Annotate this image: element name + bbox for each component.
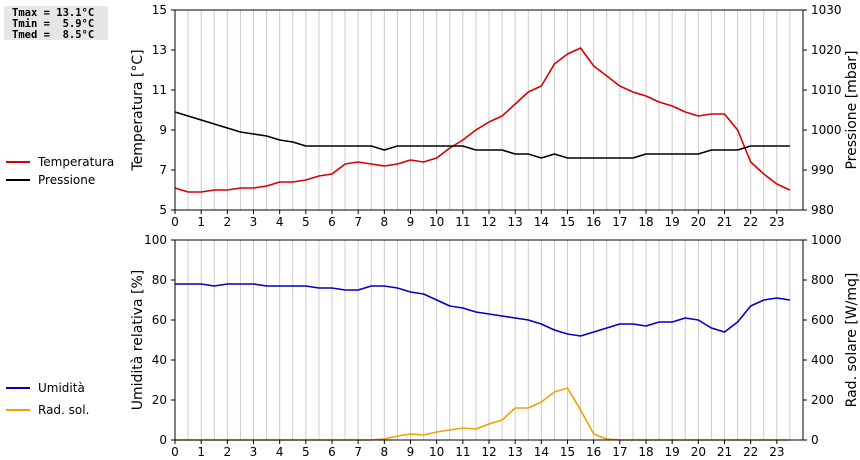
legend-label-umidita: Umidità <box>38 381 85 395</box>
x-tick-label: 13 <box>508 215 523 229</box>
right-y-tick-label: 600 <box>811 313 834 327</box>
right-y-tick-label: 980 <box>811 203 834 217</box>
left-y-tick-label: 9 <box>159 123 167 137</box>
x-tick-label: 16 <box>586 445 601 459</box>
temperature-pressure-chart: 0 1 2 3 4 5 6 7 8 9 10 11 12 13 14 15 16 17 18 19 20 21 22 2357… <box>6 3 860 229</box>
x-tick-label: 19 <box>665 215 680 229</box>
right-y-tick-label: 1020 <box>811 43 842 57</box>
x-tick-label: 20 <box>691 445 706 459</box>
stats-box: Tmax = 13.1°C Tmin = 5.9°C Tmed = 8.5°C <box>4 6 108 41</box>
x-tick-label: 2 <box>224 445 232 459</box>
x-tick-label: 1 <box>197 215 205 229</box>
left-y-tick-label: 100 <box>144 233 167 247</box>
x-tick-label: 6 <box>328 445 336 459</box>
x-tick-label: 9 <box>407 215 415 229</box>
right-y-tick-label: 1000 <box>811 233 842 247</box>
left-y-tick-label: 80 <box>152 273 167 287</box>
left-y-tick-label: 7 <box>159 163 167 177</box>
x-tick-label: 2 <box>224 215 232 229</box>
series-line-rad-sol <box>175 387 790 441</box>
left-y-tick-label: 5 <box>159 203 167 217</box>
x-tick-label: 15 <box>560 215 575 229</box>
left-y-tick-label: 40 <box>152 353 167 367</box>
x-tick-label: 18 <box>638 445 653 459</box>
x-tick-label: 7 <box>354 215 362 229</box>
x-tick-label: 18 <box>638 215 653 229</box>
x-tick-label: 0 <box>171 215 179 229</box>
series-line-umidita <box>175 283 791 337</box>
x-tick-label: 4 <box>276 445 284 459</box>
x-tick-label: 10 <box>429 215 444 229</box>
x-tick-label: 11 <box>455 215 470 229</box>
legend-label-temperatura: Temperatura <box>37 155 114 169</box>
right-y-tick-label: 400 <box>811 353 834 367</box>
x-tick-label: 7 <box>354 445 362 459</box>
right-y-tick-label: 1000 <box>811 123 842 137</box>
bottom-legend: Umidità Rad. sol. <box>6 381 89 417</box>
left-y-tick-label: 20 <box>152 393 167 407</box>
right-y-tick-label: 800 <box>811 273 834 287</box>
x-tick-label: 21 <box>717 445 732 459</box>
top-left-axis-label: Temperatura [°C] <box>130 49 146 171</box>
top-legend: Temperatura Pressione <box>6 155 114 187</box>
bottom-right-axis-label: Rad. solare [W/mq] <box>844 273 860 408</box>
x-tick-label: 14 <box>534 445 549 459</box>
x-tick-label: 0 <box>171 445 179 459</box>
x-tick-label: 12 <box>481 215 496 229</box>
series-line-temperatura <box>174 47 791 193</box>
x-tick-label: 3 <box>250 445 258 459</box>
right-y-tick-label: 1030 <box>811 3 842 17</box>
x-tick-label: 22 <box>743 215 758 229</box>
x-tick-label: 23 <box>769 445 784 459</box>
x-tick-label: 20 <box>691 215 706 229</box>
x-tick-label: 5 <box>302 215 310 229</box>
x-tick-label: 8 <box>381 445 389 459</box>
right-y-tick-label: 990 <box>811 163 834 177</box>
left-y-tick-label: 0 <box>159 433 167 447</box>
x-tick-label: 17 <box>612 445 627 459</box>
right-y-tick-label: 200 <box>811 393 834 407</box>
x-tick-label: 5 <box>302 445 310 459</box>
series-line-pressione <box>174 111 790 159</box>
legend-label-rad-sol: Rad. sol. <box>38 403 89 417</box>
bottom-left-axis-label: Umidità relativa [%] <box>130 270 146 411</box>
legend-label-pressione: Pressione <box>38 173 95 187</box>
x-tick-label: 14 <box>534 215 549 229</box>
left-y-tick-label: 60 <box>152 313 167 327</box>
x-tick-label: 8 <box>381 215 389 229</box>
tmax-text: Tmax = 13.1°C <box>12 7 95 19</box>
left-y-tick-label: 11 <box>152 83 167 97</box>
x-tick-label: 6 <box>328 215 336 229</box>
right-y-tick-label: 0 <box>811 433 819 447</box>
x-tick-label: 1 <box>197 445 205 459</box>
x-tick-label: 22 <box>743 445 758 459</box>
left-y-tick-label: 13 <box>152 43 167 57</box>
x-tick-label: 10 <box>429 445 444 459</box>
right-y-tick-label: 1010 <box>811 83 842 97</box>
tmed-text: Tmed = 8.5°C <box>12 29 95 41</box>
x-tick-label: 21 <box>717 215 732 229</box>
x-tick-label: 19 <box>665 445 680 459</box>
tmin-text: Tmin = 5.9°C <box>12 18 95 30</box>
left-y-tick-label: 15 <box>152 3 167 17</box>
x-tick-label: 11 <box>455 445 470 459</box>
humidity-solar-chart: 0 1 2 3 4 5 6 7 8 9 10 11 12 13 14 15 16 17 18 19 20 21 22 2302… <box>6 233 860 459</box>
x-tick-label: 13 <box>508 445 523 459</box>
x-tick-label: 16 <box>586 215 601 229</box>
top-right-axis-label: Pressione [mbar] <box>844 50 860 169</box>
x-tick-label: 9 <box>407 445 415 459</box>
x-tick-label: 4 <box>276 215 284 229</box>
x-tick-label: 17 <box>612 215 627 229</box>
x-tick-label: 12 <box>481 445 496 459</box>
x-tick-label: 3 <box>250 215 258 229</box>
x-tick-label: 15 <box>560 445 575 459</box>
x-tick-label: 23 <box>769 215 784 229</box>
